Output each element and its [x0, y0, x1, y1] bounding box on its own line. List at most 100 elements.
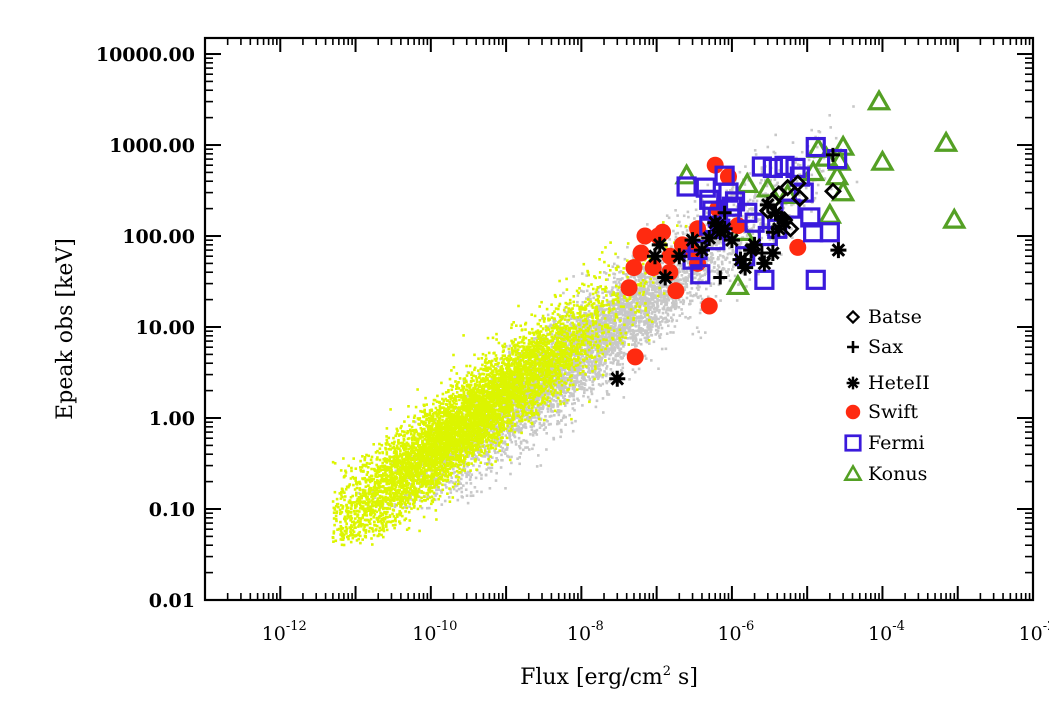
cloud-point — [456, 498, 460, 502]
cloud-point — [463, 468, 467, 471]
cloud-point — [609, 318, 613, 322]
cloud-point — [619, 316, 623, 320]
cloud-point — [556, 402, 559, 406]
cloud-point — [636, 298, 639, 301]
cloud-point — [661, 307, 665, 310]
cloud-point — [598, 356, 602, 359]
cloud-point — [685, 296, 689, 300]
cloud-point — [658, 336, 662, 339]
cloud-point — [617, 304, 620, 308]
cloud-point — [640, 275, 644, 278]
cloud-point — [640, 331, 643, 334]
cloud-point — [535, 433, 539, 436]
cloud-point — [634, 316, 637, 320]
cloud-point — [577, 326, 581, 329]
cloud-point — [674, 302, 678, 306]
cloud-point — [472, 464, 475, 467]
cloud-point — [426, 506, 429, 510]
cloud-point — [579, 289, 583, 293]
cloud-point — [472, 457, 476, 460]
cloud-point — [685, 271, 689, 274]
cloud-point — [629, 310, 633, 314]
cloud-point — [599, 342, 603, 345]
cloud-point — [718, 249, 721, 252]
cloud-point — [602, 296, 606, 299]
cloud-point — [508, 434, 512, 438]
cloud-point — [483, 462, 487, 465]
cloud-point — [469, 482, 473, 485]
cloud-point — [586, 395, 590, 399]
cloud-point — [653, 321, 656, 324]
cloud-point — [651, 275, 655, 278]
cloud-point — [810, 128, 813, 132]
cloud-point — [528, 408, 532, 412]
cloud-point — [653, 296, 656, 299]
cloud-point — [619, 270, 623, 273]
cloud-point — [714, 295, 718, 298]
cloud-point — [765, 224, 769, 227]
cloud-point — [475, 456, 479, 460]
cloud-point — [449, 452, 452, 456]
cloud-point — [658, 294, 662, 297]
cloud-point — [615, 311, 618, 314]
cloud-point — [731, 185, 735, 189]
cloud-point — [674, 306, 678, 310]
cloud-point — [730, 195, 733, 198]
cloud-point — [491, 456, 494, 459]
cloud-point — [757, 272, 760, 276]
cloud-point — [533, 421, 536, 424]
cloud-point — [507, 455, 510, 459]
cloud-point — [601, 375, 604, 379]
cloud-point — [437, 488, 440, 491]
cloud-point — [689, 299, 692, 303]
cloud-point — [660, 347, 664, 351]
cloud-point — [645, 292, 649, 295]
cloud-point — [711, 243, 715, 246]
cloud-point — [599, 351, 602, 355]
cloud-point — [721, 262, 724, 266]
cloud-point — [576, 380, 580, 384]
cloud-point — [624, 325, 627, 329]
cloud-point — [564, 386, 568, 389]
cloud-point — [682, 214, 686, 218]
cloud-point — [517, 436, 521, 440]
cloud-point — [597, 383, 601, 386]
cloud-point — [504, 416, 508, 419]
cloud-point — [633, 370, 637, 374]
cloud-point — [537, 402, 541, 406]
cloud-point — [741, 236, 745, 239]
cloud-point — [768, 238, 772, 241]
cloud-point — [642, 320, 646, 323]
cloud-point — [617, 281, 621, 284]
cloud-point — [573, 342, 577, 346]
cloud-point — [604, 313, 607, 317]
cloud-point — [564, 370, 567, 374]
cloud-point — [760, 166, 764, 169]
cloud-point — [525, 406, 528, 409]
cloud-point — [637, 327, 641, 330]
cloud-point — [637, 315, 641, 318]
cloud-point — [694, 208, 698, 212]
cloud-point — [628, 378, 631, 381]
cloud-point — [518, 357, 521, 360]
cloud-point — [642, 309, 646, 313]
cloud-point — [544, 415, 547, 418]
cloud-point — [621, 297, 625, 301]
cloud-point — [410, 455, 413, 458]
cloud-point — [455, 489, 459, 493]
cloud-point — [699, 308, 703, 311]
cloud-point — [676, 214, 679, 217]
cloud-point — [574, 383, 577, 387]
cloud-point — [630, 300, 634, 304]
cloud-point — [643, 313, 647, 317]
cloud-point — [585, 297, 588, 300]
cloud-point — [747, 215, 751, 219]
cloud-point — [699, 336, 703, 340]
cloud-point — [681, 298, 685, 302]
cloud-point — [518, 462, 521, 466]
cloud-point — [582, 350, 585, 353]
cloud-point — [552, 437, 556, 441]
cloud-point — [550, 368, 554, 371]
cloud-point — [748, 207, 751, 211]
cloud-point — [465, 475, 468, 479]
